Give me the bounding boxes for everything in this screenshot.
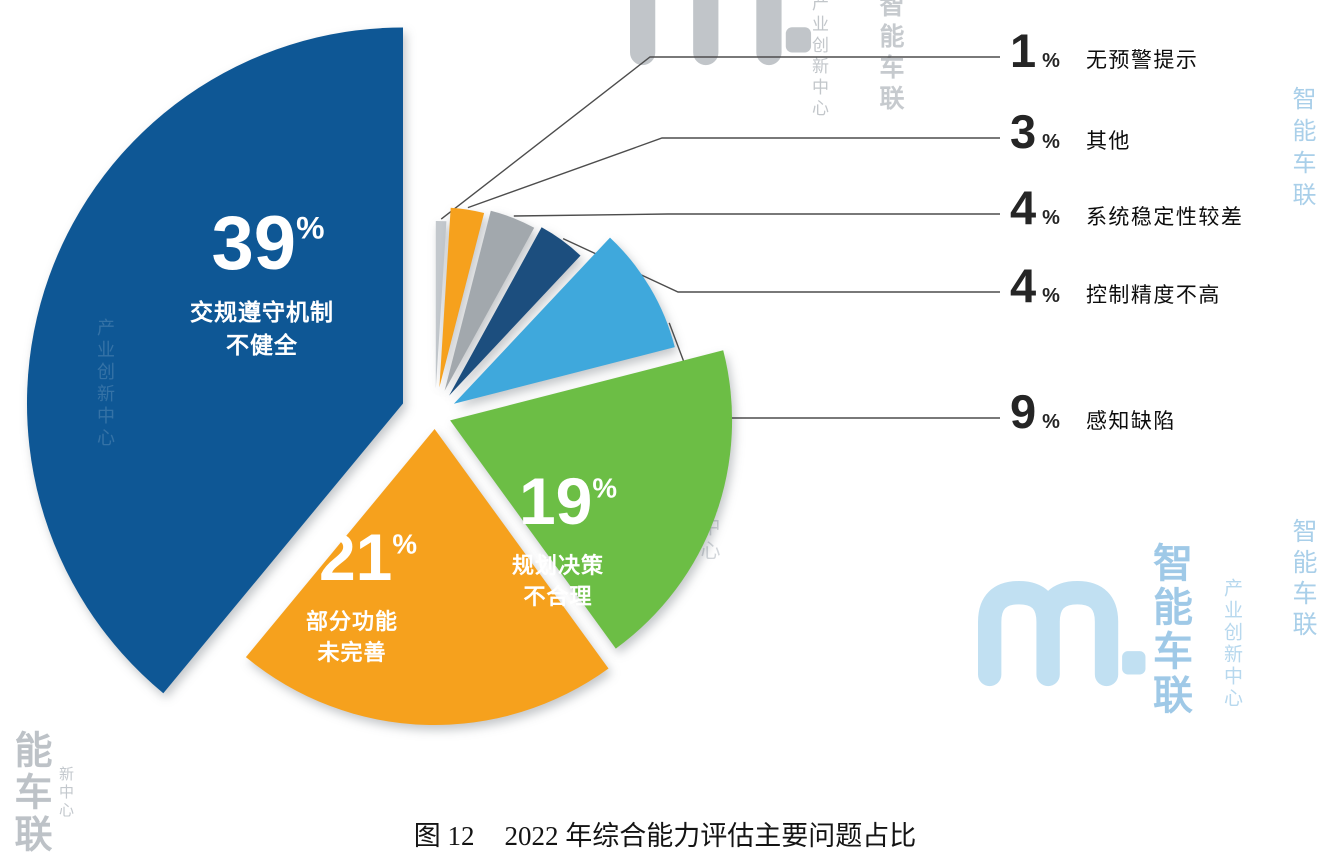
slice-text-label: 交规遵守机制 不健全 xyxy=(190,299,334,358)
pie-slice-交规遵守机制不健全 xyxy=(26,27,404,694)
figure-caption-number: 图 12 xyxy=(413,821,475,851)
slice-percent-label: 19% xyxy=(519,468,617,534)
legend-value: 4 xyxy=(1010,181,1037,234)
figure-caption: 图 12 2022 年综合能力评估主要问题占比 xyxy=(0,814,1330,853)
legend-item: 9% 感知缺陷 xyxy=(1010,388,1176,435)
legend-value: 4 xyxy=(1010,259,1037,312)
slice-unit: % xyxy=(296,209,325,246)
legend-unit: % xyxy=(1042,285,1060,307)
pie-slice-规划决策不合理 xyxy=(450,350,733,649)
legend-value: 9 xyxy=(1010,385,1037,438)
slice-percent-label: 39% xyxy=(212,206,325,282)
slice-text-label: 部分功能 未完善 xyxy=(305,609,399,666)
slice-value: 39 xyxy=(211,201,297,286)
legend-item: 4% 系统稳定性较差 xyxy=(1010,184,1243,231)
legend-item: 4% 控制精度不高 xyxy=(1010,262,1221,309)
legend-label: 其他 xyxy=(1085,130,1131,153)
slice-value: 21 xyxy=(318,520,393,594)
legend-unit: % xyxy=(1042,207,1060,229)
slice-unit: % xyxy=(392,528,418,560)
legend-value: 3 xyxy=(1010,105,1037,158)
slice-value: 19 xyxy=(518,464,593,538)
legend-unit: % xyxy=(1042,131,1060,153)
pie-slice-感知缺陷 xyxy=(453,237,675,404)
leader-line xyxy=(440,56,1000,220)
leader-line xyxy=(467,137,1000,209)
slice-unit: % xyxy=(592,472,618,504)
slice-percent-label: 21% xyxy=(319,524,417,590)
pie-slice-无预警提示 xyxy=(435,220,447,389)
pie-slice-其他 xyxy=(439,207,485,388)
legend-item: 1% 无预警提示 xyxy=(1010,27,1198,74)
legend-label: 感知缺陷 xyxy=(1085,410,1176,433)
pie-slice-控制精度不高 xyxy=(449,227,581,396)
pie-slice-部分功能未完善 xyxy=(245,429,609,726)
legend-label: 无预警提示 xyxy=(1085,49,1199,72)
leader-line xyxy=(513,213,1000,217)
legend-value: 1 xyxy=(1010,24,1037,77)
legend-item: 3% 其他 xyxy=(1010,108,1131,155)
legend-unit: % xyxy=(1042,411,1060,433)
legend-label: 系统稳定性较差 xyxy=(1085,206,1244,229)
slice-text-label: 规划决策 不合理 xyxy=(511,553,605,610)
legend-unit: % xyxy=(1042,50,1060,72)
pie-slice-系统稳定性较差 xyxy=(444,210,535,391)
figure-caption-title: 2022 年综合能力评估主要问题占比 xyxy=(504,821,917,851)
legend-label: 控制精度不高 xyxy=(1085,284,1221,307)
